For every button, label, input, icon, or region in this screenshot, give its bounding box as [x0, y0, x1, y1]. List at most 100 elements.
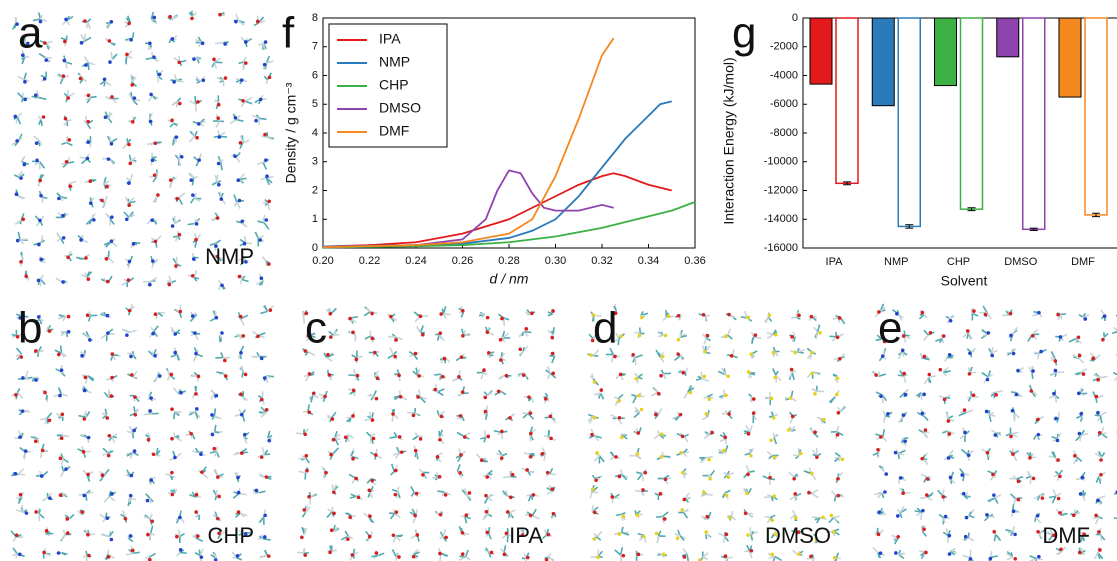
bond: [254, 23, 258, 25]
atom: [173, 351, 177, 355]
atom: [152, 16, 156, 20]
bond: [66, 21, 69, 25]
atom: [194, 510, 198, 514]
bond: [191, 198, 194, 203]
atom: [789, 396, 793, 400]
bond: [235, 202, 237, 207]
y-tick-label: 0: [792, 12, 798, 24]
atom: [24, 449, 28, 453]
bond: [17, 117, 20, 124]
bond: [194, 177, 198, 178]
atom: [619, 334, 623, 338]
atom: [62, 236, 66, 240]
atom: [413, 514, 417, 518]
atom: [1036, 530, 1040, 534]
atom: [725, 494, 729, 498]
atom: [38, 219, 42, 223]
atom: [352, 388, 356, 392]
atom: [552, 512, 556, 516]
bond: [57, 239, 61, 242]
atom: [189, 432, 193, 436]
atom: [108, 60, 112, 64]
bond: [24, 452, 25, 459]
atom: [234, 116, 238, 120]
atom: [468, 491, 472, 495]
bar: [1059, 18, 1081, 97]
atom: [969, 557, 973, 561]
atom: [240, 78, 244, 82]
atom: [18, 553, 22, 557]
bond: [61, 535, 65, 541]
atom: [195, 136, 199, 140]
bond: [883, 437, 887, 442]
bond: [507, 534, 508, 542]
atom: [129, 534, 133, 538]
atom: [68, 184, 72, 188]
panel-label: DMSO: [765, 523, 831, 548]
bond: [63, 459, 68, 462]
bond: [173, 388, 178, 394]
atom: [212, 447, 216, 451]
atom: [746, 316, 750, 320]
panel-letter: b: [18, 304, 42, 353]
atom: [797, 314, 801, 318]
bond: [966, 410, 973, 412]
atom: [202, 78, 206, 82]
bond: [939, 515, 943, 518]
atom: [108, 39, 112, 43]
bond: [728, 335, 733, 339]
atom: [1079, 492, 1083, 496]
bond: [63, 530, 65, 534]
bond: [167, 375, 170, 380]
atom: [191, 193, 195, 197]
atom: [177, 61, 181, 65]
bond: [662, 512, 668, 517]
bond: [236, 120, 243, 122]
atom: [774, 333, 778, 337]
bond: [754, 337, 762, 339]
atom: [618, 532, 622, 536]
atom: [14, 472, 18, 476]
atom: [768, 476, 772, 480]
bond: [370, 493, 372, 498]
legend-label: CHP: [379, 77, 409, 93]
bond: [215, 425, 216, 432]
bond: [67, 120, 71, 122]
atom: [487, 351, 491, 355]
bond: [150, 499, 151, 504]
atom: [622, 515, 626, 519]
atom: [836, 477, 840, 481]
atom: [746, 472, 750, 476]
bond: [663, 374, 665, 379]
atom: [810, 472, 814, 476]
atom: [39, 194, 43, 198]
atom: [307, 410, 311, 414]
bond: [333, 448, 338, 454]
legend-label: DMSO: [379, 100, 421, 116]
bond: [18, 93, 23, 98]
atom: [57, 353, 61, 357]
atom: [702, 313, 706, 317]
bond: [419, 469, 422, 472]
bond: [898, 454, 904, 455]
atom: [234, 20, 238, 24]
atom: [265, 218, 269, 222]
bond: [216, 121, 220, 127]
atom: [1009, 334, 1013, 338]
atom: [1078, 354, 1082, 358]
bond: [177, 81, 184, 82]
bond: [86, 494, 87, 501]
atom: [986, 378, 990, 382]
atom: [329, 335, 333, 339]
bond: [459, 557, 466, 560]
atom: [239, 351, 243, 355]
atom: [904, 393, 908, 397]
y-tick-label: -6000: [770, 98, 798, 110]
atom: [677, 314, 681, 318]
bond: [773, 368, 776, 375]
atom: [167, 283, 171, 287]
bond: [42, 498, 47, 501]
atom: [949, 319, 953, 323]
atom: [400, 450, 404, 454]
bond: [745, 453, 751, 455]
